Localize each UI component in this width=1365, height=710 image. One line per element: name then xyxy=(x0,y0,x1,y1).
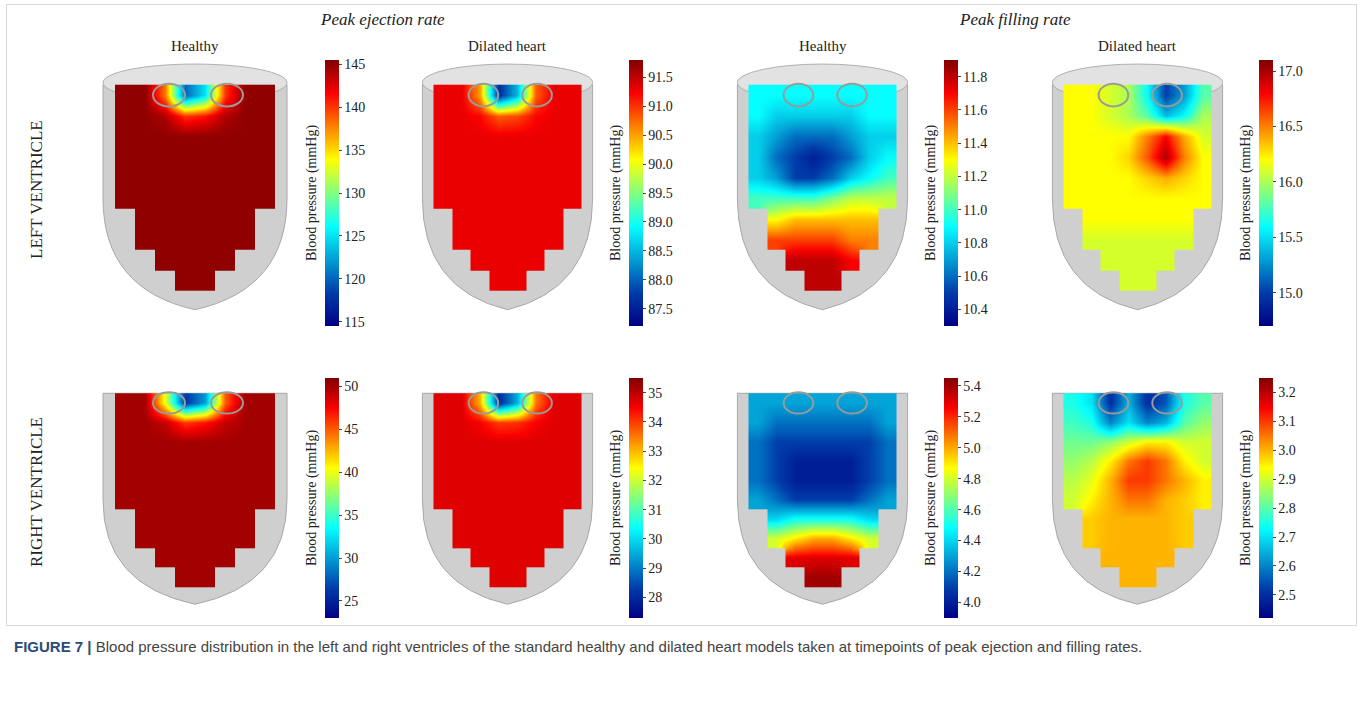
svg-text:Healthy: Healthy xyxy=(171,38,219,54)
svg-text:Blood pressure (mmHg): Blood pressure (mmHg) xyxy=(923,430,939,566)
svg-text:Dilated heart: Dilated heart xyxy=(1098,38,1177,54)
svg-text:89.5: 89.5 xyxy=(648,186,673,201)
svg-text:4.2: 4.2 xyxy=(963,564,981,579)
svg-text:Peak ejection rate: Peak ejection rate xyxy=(320,10,445,29)
svg-text:15.5: 15.5 xyxy=(1278,230,1303,245)
svg-text:10.8: 10.8 xyxy=(963,236,988,251)
svg-text:2.6: 2.6 xyxy=(1278,559,1296,574)
svg-text:91.5: 91.5 xyxy=(648,70,673,85)
svg-text:Blood pressure (mmHg): Blood pressure (mmHg) xyxy=(923,125,939,261)
svg-text:35: 35 xyxy=(344,508,358,523)
svg-text:91.0: 91.0 xyxy=(648,99,673,114)
svg-text:Blood pressure (mmHg): Blood pressure (mmHg) xyxy=(1238,125,1254,261)
svg-text:15.0: 15.0 xyxy=(1278,286,1303,301)
svg-text:40: 40 xyxy=(344,465,358,480)
svg-text:4.6: 4.6 xyxy=(963,503,981,518)
svg-text:11.4: 11.4 xyxy=(963,136,987,151)
svg-text:11.8: 11.8 xyxy=(963,70,987,85)
svg-text:25: 25 xyxy=(344,594,358,609)
svg-text:35: 35 xyxy=(648,386,662,401)
svg-text:Blood pressure (mmHg): Blood pressure (mmHg) xyxy=(608,430,624,566)
svg-text:5.0: 5.0 xyxy=(963,441,981,456)
svg-text:3.2: 3.2 xyxy=(1278,385,1296,400)
html-text:FIGURE 7 | Blood pressure dist: FIGURE 7 | Blood pressure distribution i… xyxy=(14,638,1143,655)
svg-text:11.6: 11.6 xyxy=(963,103,987,118)
svg-text:16.5: 16.5 xyxy=(1278,119,1303,134)
svg-text:140: 140 xyxy=(344,100,365,115)
svg-text:4.8: 4.8 xyxy=(963,472,981,487)
svg-text:Blood pressure (mmHg): Blood pressure (mmHg) xyxy=(608,125,624,261)
svg-text:29: 29 xyxy=(648,561,662,576)
svg-text:5.2: 5.2 xyxy=(963,410,981,425)
svg-text:3.1: 3.1 xyxy=(1278,414,1296,429)
svg-text:2.5: 2.5 xyxy=(1278,588,1296,603)
svg-text:10.4: 10.4 xyxy=(963,302,988,317)
svg-text:16.0: 16.0 xyxy=(1278,175,1303,190)
svg-text:28: 28 xyxy=(648,590,662,605)
svg-text:Blood pressure (mmHg): Blood pressure (mmHg) xyxy=(304,430,320,566)
svg-text:Dilated heart: Dilated heart xyxy=(468,38,547,54)
svg-text:5.4: 5.4 xyxy=(963,379,981,394)
svg-text:45: 45 xyxy=(344,422,358,437)
svg-text:34: 34 xyxy=(648,415,662,430)
svg-text:4.4: 4.4 xyxy=(963,533,981,548)
svg-text:2.7: 2.7 xyxy=(1278,530,1296,545)
svg-text:11.2: 11.2 xyxy=(963,169,987,184)
svg-text:11.0: 11.0 xyxy=(963,203,987,218)
svg-text:17.0: 17.0 xyxy=(1278,64,1303,79)
svg-text:135: 135 xyxy=(344,143,365,158)
svg-text:31: 31 xyxy=(648,503,662,518)
svg-text:88.0: 88.0 xyxy=(648,273,673,288)
svg-text:32: 32 xyxy=(648,473,662,488)
svg-text:33: 33 xyxy=(648,444,662,459)
svg-text:2.8: 2.8 xyxy=(1278,501,1296,516)
svg-text:30: 30 xyxy=(648,532,662,547)
svg-text:89.0: 89.0 xyxy=(648,215,673,230)
svg-text:50: 50 xyxy=(344,379,358,394)
svg-text:120: 120 xyxy=(344,272,365,287)
svg-text:10.6: 10.6 xyxy=(963,269,988,284)
svg-text:Healthy: Healthy xyxy=(799,38,847,54)
svg-text:90.5: 90.5 xyxy=(648,128,673,143)
svg-text:4.0: 4.0 xyxy=(963,595,981,610)
svg-text:88.5: 88.5 xyxy=(648,244,673,259)
svg-text:115: 115 xyxy=(344,315,364,330)
svg-text:145: 145 xyxy=(344,57,365,72)
svg-text:90.0: 90.0 xyxy=(648,157,673,172)
svg-text:130: 130 xyxy=(344,186,365,201)
svg-text:RIGHT VENTRICLE: RIGHT VENTRICLE xyxy=(27,417,46,567)
svg-text:Blood pressure (mmHg): Blood pressure (mmHg) xyxy=(304,125,320,261)
svg-text:3.0: 3.0 xyxy=(1278,443,1296,458)
svg-text:87.5: 87.5 xyxy=(648,302,673,317)
svg-text:Blood pressure (mmHg): Blood pressure (mmHg) xyxy=(1238,430,1254,566)
svg-text:30: 30 xyxy=(344,551,358,566)
svg-text:LEFT VENTRICLE: LEFT VENTRICLE xyxy=(27,120,46,259)
svg-text:125: 125 xyxy=(344,229,365,244)
svg-text:Peak filling rate: Peak filling rate xyxy=(959,10,1071,29)
svg-text:2.9: 2.9 xyxy=(1278,472,1296,487)
